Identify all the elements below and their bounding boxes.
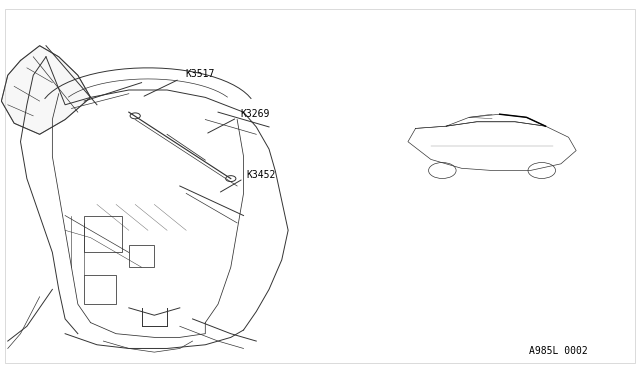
Polygon shape: [1, 46, 91, 134]
Bar: [84, 275, 116, 304]
Text: K3452: K3452: [246, 170, 276, 180]
Text: K3517: K3517: [185, 69, 214, 79]
Bar: [84, 215, 122, 253]
Bar: [129, 245, 154, 267]
Text: K3269: K3269: [241, 109, 269, 119]
Text: A985L 0002: A985L 0002: [529, 346, 588, 356]
